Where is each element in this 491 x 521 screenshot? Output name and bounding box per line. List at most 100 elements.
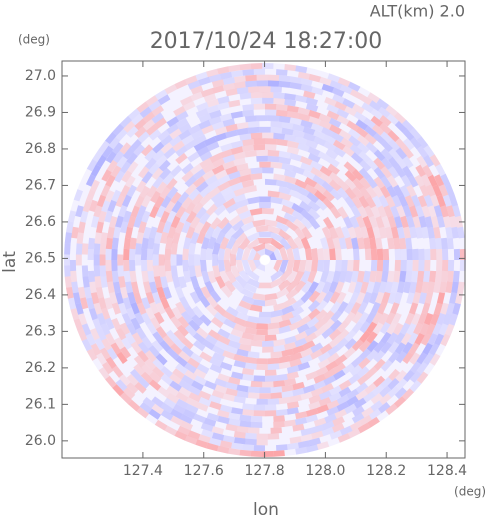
echo-cell	[440, 205, 449, 218]
echo-cell	[349, 89, 363, 100]
echo-cell	[233, 431, 246, 439]
echo-cell	[314, 190, 327, 202]
echo-cell	[379, 185, 391, 199]
echo-cell	[333, 146, 346, 158]
echo-cell	[230, 111, 243, 119]
echo-cell	[201, 237, 210, 250]
echo-cell	[415, 164, 426, 177]
echo-cell	[234, 437, 246, 445]
echo-cell	[265, 369, 277, 376]
echo-cell	[308, 290, 321, 303]
echo-cell	[381, 291, 391, 305]
y-tick-label: 26.1	[25, 396, 56, 412]
echo-cell	[334, 281, 345, 294]
echo-cell	[185, 226, 196, 239]
echo-cell	[289, 394, 302, 403]
echo-cell	[129, 237, 137, 250]
echo-cell	[336, 337, 349, 350]
echo-cell	[106, 347, 118, 361]
echo-cell	[200, 88, 214, 98]
echo-cell	[388, 166, 400, 179]
echo-cell	[155, 302, 166, 315]
echo-cell	[122, 297, 132, 310]
echo-cell	[208, 394, 222, 404]
echo-cell	[100, 232, 108, 244]
echo-cell	[217, 335, 231, 346]
y-tick-label: 26.5	[25, 250, 56, 266]
echo-cell	[364, 248, 372, 260]
echo-cell	[231, 140, 244, 149]
echo-cell	[99, 347, 111, 360]
echo-cell	[289, 436, 302, 444]
echo-cell	[286, 247, 295, 260]
echo-cell	[388, 139, 400, 152]
echo-cell	[406, 248, 413, 260]
echo-cell	[247, 121, 260, 128]
echo-cell	[448, 194, 458, 207]
echo-cell	[205, 248, 213, 260]
echo-cell	[233, 81, 246, 89]
echo-cell	[127, 291, 136, 304]
echo-cell	[115, 128, 128, 141]
echo-cell	[289, 189, 302, 199]
echo-cell	[113, 281, 121, 294]
echo-cell	[339, 425, 353, 436]
echo-cell	[99, 243, 107, 255]
echo-cell	[427, 281, 435, 294]
echo-cell	[301, 226, 313, 240]
echo-cell	[233, 395, 246, 404]
echo-cell	[245, 80, 257, 88]
echo-cell	[85, 174, 96, 187]
echo-cell	[112, 150, 125, 164]
echo-cell	[340, 137, 354, 149]
echo-cell	[403, 369, 415, 382]
echo-cell	[313, 417, 327, 427]
y-tick-label: 26.3	[25, 323, 56, 339]
echo-cell	[347, 260, 354, 272]
echo-cell	[338, 386, 352, 398]
echo-cell	[384, 281, 393, 294]
echo-cell	[190, 85, 204, 95]
echo-cell	[323, 368, 337, 379]
echo-cell	[109, 292, 118, 305]
echo-cell	[171, 200, 183, 214]
echo-cell	[181, 162, 194, 175]
echo-cell	[238, 237, 251, 250]
echo-cell	[119, 346, 132, 359]
echo-cell	[96, 328, 107, 341]
echo-cell	[295, 65, 308, 74]
echo-cell	[199, 351, 213, 363]
echo-cell	[136, 101, 149, 113]
echo-cell	[457, 281, 465, 294]
echo-cell	[242, 403, 254, 411]
echo-cell	[134, 312, 145, 325]
echo-cell	[453, 248, 461, 260]
echo-cell	[200, 422, 214, 432]
echo-cell	[175, 205, 186, 219]
echo-cell	[162, 286, 172, 300]
echo-cell	[230, 253, 236, 267]
echo-cell	[119, 185, 131, 198]
echo-cell	[175, 152, 188, 165]
echo-cell	[308, 73, 321, 83]
echo-cell	[117, 265, 125, 277]
echo-cell	[119, 142, 132, 155]
echo-cell	[125, 281, 133, 294]
echo-cell	[279, 270, 292, 283]
echo-cell	[270, 315, 283, 324]
echo-cell	[250, 380, 263, 388]
echo-cell	[366, 321, 378, 334]
echo-cell	[262, 97, 274, 104]
echo-cell	[207, 236, 217, 250]
echo-cell	[428, 343, 440, 356]
echo-cell	[75, 243, 83, 255]
echo-cell	[215, 231, 226, 245]
echo-cell	[372, 195, 383, 208]
echo-cell	[163, 397, 177, 409]
echo-cell	[209, 290, 222, 303]
echo-cell	[381, 157, 393, 170]
echo-cell	[214, 132, 227, 142]
echo-cell	[291, 306, 305, 318]
echo-cell	[114, 337, 125, 350]
echo-cell	[212, 253, 218, 267]
